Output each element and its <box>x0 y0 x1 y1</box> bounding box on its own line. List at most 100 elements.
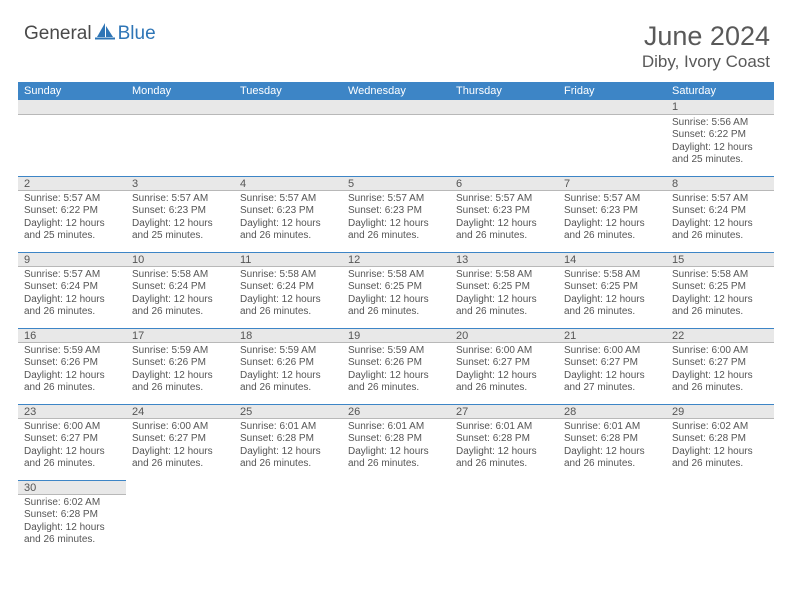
calendar-cell: 18Sunrise: 5:59 AMSunset: 6:26 PMDayligh… <box>234 328 342 404</box>
day-content: Sunrise: 6:02 AMSunset: 6:28 PMDaylight:… <box>18 495 126 551</box>
sunset-text: Sunset: 6:23 PM <box>240 205 336 218</box>
day-number: 24 <box>126 404 234 419</box>
sunrise-text: Sunrise: 5:57 AM <box>672 193 768 206</box>
sunrise-text: Sunrise: 6:01 AM <box>456 421 552 434</box>
sunset-text: Sunset: 6:23 PM <box>348 205 444 218</box>
calendar-cell: 21Sunrise: 6:00 AMSunset: 6:27 PMDayligh… <box>558 328 666 404</box>
sunrise-text: Sunrise: 6:00 AM <box>672 345 768 358</box>
calendar-cell: 12Sunrise: 5:58 AMSunset: 6:25 PMDayligh… <box>342 252 450 328</box>
calendar-cell <box>126 100 234 176</box>
daylight-text: Daylight: 12 hours and 25 minutes. <box>24 218 120 243</box>
day-number: 20 <box>450 328 558 343</box>
day-number: 12 <box>342 252 450 267</box>
day-content: Sunrise: 5:58 AMSunset: 6:25 PMDaylight:… <box>666 267 774 323</box>
sunset-text: Sunset: 6:24 PM <box>132 281 228 294</box>
daylight-text: Daylight: 12 hours and 26 minutes. <box>348 370 444 395</box>
brand-part1: General <box>24 23 92 45</box>
weekday-header: Tuesday <box>234 82 342 100</box>
calendar-cell: 27Sunrise: 6:01 AMSunset: 6:28 PMDayligh… <box>450 404 558 480</box>
day-number: 15 <box>666 252 774 267</box>
daylight-text: Daylight: 12 hours and 26 minutes. <box>456 446 552 471</box>
daylight-text: Daylight: 12 hours and 26 minutes. <box>348 218 444 243</box>
calendar-cell <box>234 480 342 551</box>
day-number: 6 <box>450 176 558 191</box>
day-number: 8 <box>666 176 774 191</box>
month-title: June 2024 <box>642 22 770 52</box>
sunrise-text: Sunrise: 6:02 AM <box>24 497 120 510</box>
day-content: Sunrise: 6:01 AMSunset: 6:28 PMDaylight:… <box>450 419 558 475</box>
sunset-text: Sunset: 6:22 PM <box>24 205 120 218</box>
daylight-text: Daylight: 12 hours and 26 minutes. <box>132 370 228 395</box>
day-content: Sunrise: 5:59 AMSunset: 6:26 PMDaylight:… <box>342 343 450 399</box>
daylight-text: Daylight: 12 hours and 26 minutes. <box>456 218 552 243</box>
calendar-cell: 14Sunrise: 5:58 AMSunset: 6:25 PMDayligh… <box>558 252 666 328</box>
day-content: Sunrise: 5:57 AMSunset: 6:23 PMDaylight:… <box>234 191 342 247</box>
sunrise-text: Sunrise: 5:58 AM <box>132 269 228 282</box>
daylight-text: Daylight: 12 hours and 26 minutes. <box>24 522 120 547</box>
calendar-cell: 30Sunrise: 6:02 AMSunset: 6:28 PMDayligh… <box>18 480 126 551</box>
sunset-text: Sunset: 6:28 PM <box>348 433 444 446</box>
day-number: 21 <box>558 328 666 343</box>
calendar-cell: 24Sunrise: 6:00 AMSunset: 6:27 PMDayligh… <box>126 404 234 480</box>
calendar-cell: 19Sunrise: 5:59 AMSunset: 6:26 PMDayligh… <box>342 328 450 404</box>
day-content: Sunrise: 5:57 AMSunset: 6:22 PMDaylight:… <box>18 191 126 247</box>
daylight-text: Daylight: 12 hours and 26 minutes. <box>564 218 660 243</box>
daylight-text: Daylight: 12 hours and 26 minutes. <box>456 294 552 319</box>
sunset-text: Sunset: 6:23 PM <box>132 205 228 218</box>
calendar-week-row: 1Sunrise: 5:56 AMSunset: 6:22 PMDaylight… <box>18 100 774 176</box>
day-number: 17 <box>126 328 234 343</box>
sunrise-text: Sunrise: 5:57 AM <box>240 193 336 206</box>
day-number: 10 <box>126 252 234 267</box>
day-number: 30 <box>18 480 126 495</box>
daylight-text: Daylight: 12 hours and 25 minutes. <box>132 218 228 243</box>
title-block: June 2024 Diby, Ivory Coast <box>642 22 774 72</box>
calendar-table: Sunday Monday Tuesday Wednesday Thursday… <box>18 82 774 551</box>
sunset-text: Sunset: 6:28 PM <box>564 433 660 446</box>
sail-icon <box>95 22 115 45</box>
calendar-cell: 2Sunrise: 5:57 AMSunset: 6:22 PMDaylight… <box>18 176 126 252</box>
calendar-cell <box>234 100 342 176</box>
daylight-text: Daylight: 12 hours and 27 minutes. <box>564 370 660 395</box>
sunset-text: Sunset: 6:28 PM <box>24 509 120 522</box>
brand-part2: Blue <box>118 23 156 45</box>
weekday-header: Wednesday <box>342 82 450 100</box>
daylight-text: Daylight: 12 hours and 26 minutes. <box>240 294 336 319</box>
sunrise-text: Sunrise: 6:00 AM <box>24 421 120 434</box>
calendar-cell <box>558 100 666 176</box>
day-number: 13 <box>450 252 558 267</box>
calendar-cell: 5Sunrise: 5:57 AMSunset: 6:23 PMDaylight… <box>342 176 450 252</box>
day-number: 18 <box>234 328 342 343</box>
sunrise-text: Sunrise: 6:01 AM <box>348 421 444 434</box>
day-content: Sunrise: 6:00 AMSunset: 6:27 PMDaylight:… <box>558 343 666 399</box>
calendar-cell <box>558 480 666 551</box>
day-content: Sunrise: 5:59 AMSunset: 6:26 PMDaylight:… <box>18 343 126 399</box>
calendar-page: General Blue June 2024 Diby, Ivory Coast… <box>0 0 792 561</box>
daylight-text: Daylight: 12 hours and 26 minutes. <box>132 294 228 319</box>
day-content: Sunrise: 5:57 AMSunset: 6:23 PMDaylight:… <box>126 191 234 247</box>
weekday-header: Thursday <box>450 82 558 100</box>
calendar-cell: 16Sunrise: 5:59 AMSunset: 6:26 PMDayligh… <box>18 328 126 404</box>
calendar-cell <box>450 480 558 551</box>
sunset-text: Sunset: 6:22 PM <box>672 129 768 142</box>
calendar-cell: 26Sunrise: 6:01 AMSunset: 6:28 PMDayligh… <box>342 404 450 480</box>
day-content: Sunrise: 5:59 AMSunset: 6:26 PMDaylight:… <box>234 343 342 399</box>
sunset-text: Sunset: 6:24 PM <box>24 281 120 294</box>
sunset-text: Sunset: 6:28 PM <box>240 433 336 446</box>
day-content: Sunrise: 6:01 AMSunset: 6:28 PMDaylight:… <box>234 419 342 475</box>
day-number-empty <box>126 100 234 115</box>
calendar-cell: 17Sunrise: 5:59 AMSunset: 6:26 PMDayligh… <box>126 328 234 404</box>
day-content: Sunrise: 6:00 AMSunset: 6:27 PMDaylight:… <box>450 343 558 399</box>
sunrise-text: Sunrise: 5:59 AM <box>132 345 228 358</box>
sunrise-text: Sunrise: 5:57 AM <box>132 193 228 206</box>
sunset-text: Sunset: 6:28 PM <box>672 433 768 446</box>
day-content: Sunrise: 5:58 AMSunset: 6:24 PMDaylight:… <box>234 267 342 323</box>
day-number: 1 <box>666 100 774 115</box>
day-content: Sunrise: 5:56 AMSunset: 6:22 PMDaylight:… <box>666 115 774 171</box>
day-number: 28 <box>558 404 666 419</box>
day-content: Sunrise: 5:57 AMSunset: 6:23 PMDaylight:… <box>450 191 558 247</box>
day-content: Sunrise: 5:58 AMSunset: 6:25 PMDaylight:… <box>342 267 450 323</box>
day-content: Sunrise: 5:58 AMSunset: 6:25 PMDaylight:… <box>558 267 666 323</box>
day-number: 2 <box>18 176 126 191</box>
sunset-text: Sunset: 6:27 PM <box>672 357 768 370</box>
day-content: Sunrise: 6:02 AMSunset: 6:28 PMDaylight:… <box>666 419 774 475</box>
